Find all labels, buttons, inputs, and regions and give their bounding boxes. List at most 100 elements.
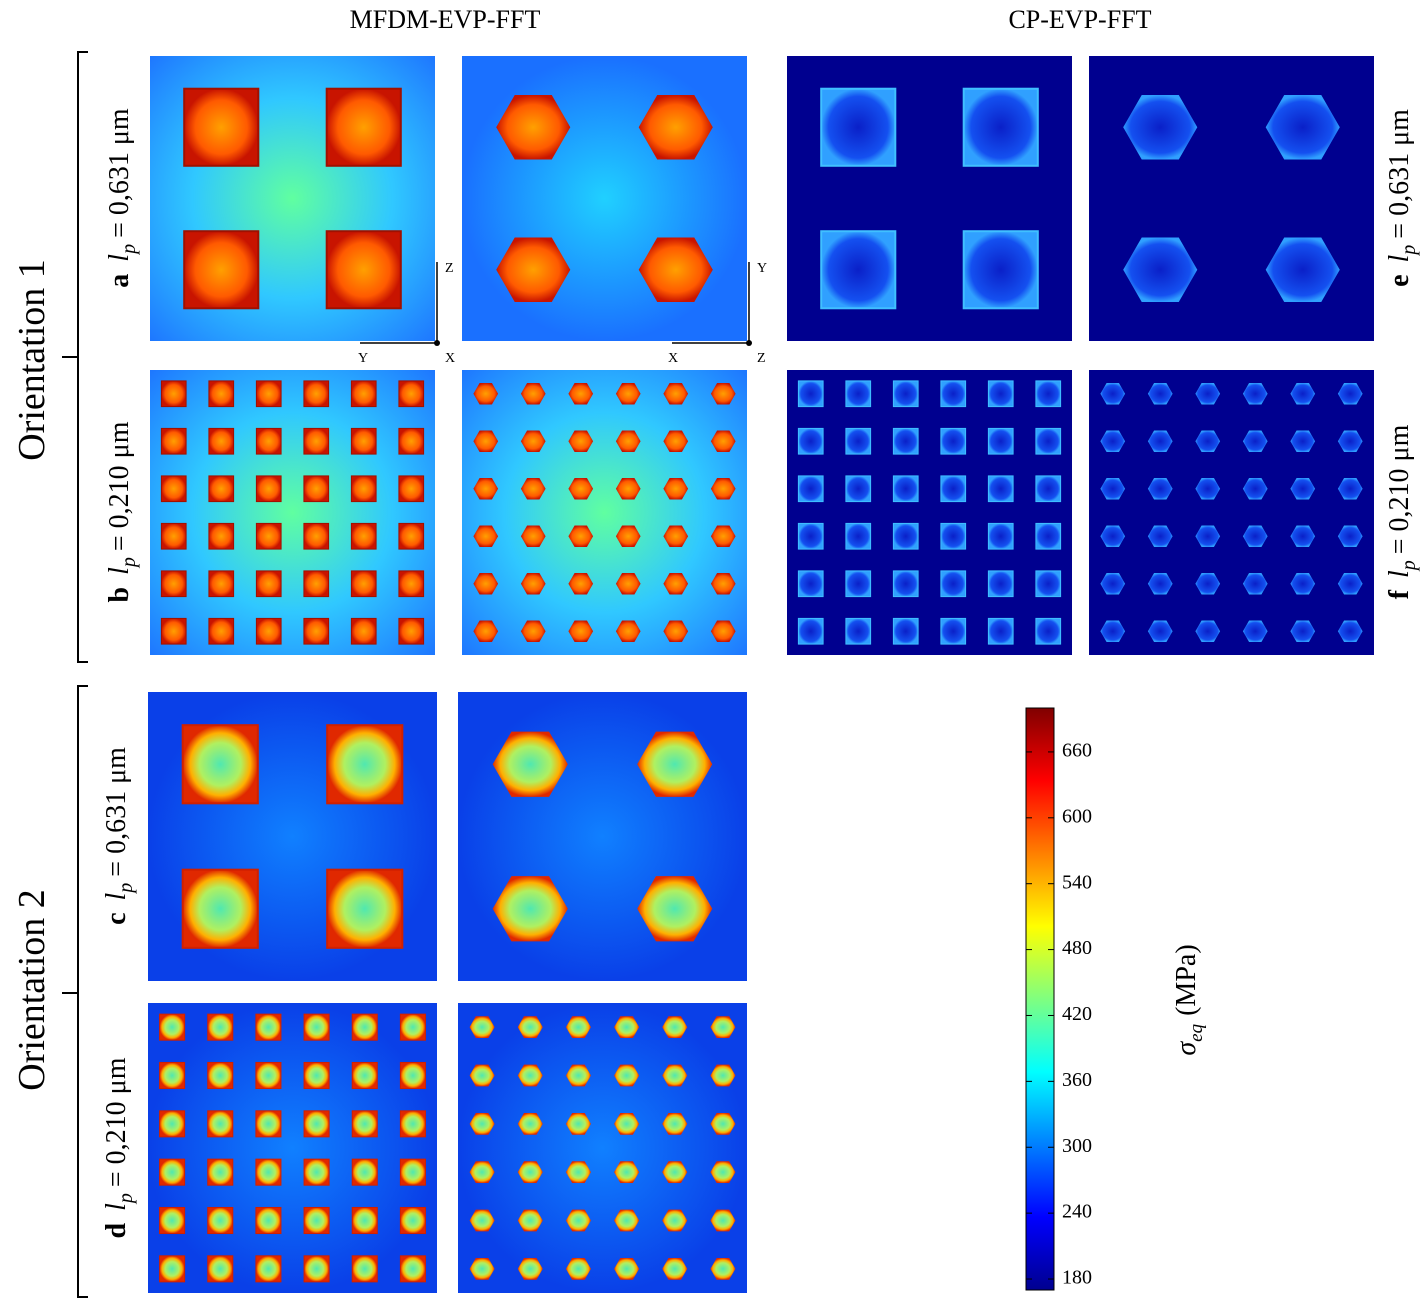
inclusion bbox=[303, 1110, 330, 1138]
tick-label: 480 bbox=[1062, 937, 1092, 959]
inclusion bbox=[1147, 573, 1173, 595]
inclusion bbox=[208, 522, 235, 550]
panel-letter: a bbox=[104, 274, 135, 288]
inclusion bbox=[255, 522, 282, 550]
inclusion bbox=[1337, 620, 1363, 642]
inclusion bbox=[1035, 475, 1062, 503]
inclusion bbox=[1195, 573, 1221, 595]
inclusion bbox=[520, 525, 546, 547]
inclusion bbox=[207, 1255, 234, 1283]
inclusion bbox=[568, 620, 594, 642]
inclusion bbox=[473, 525, 499, 547]
map-background bbox=[458, 692, 747, 981]
inclusion bbox=[496, 237, 571, 302]
stress-map bbox=[462, 370, 747, 655]
inclusion bbox=[350, 380, 377, 408]
inclusion bbox=[350, 617, 377, 645]
inclusion bbox=[565, 1257, 591, 1280]
inclusion bbox=[568, 383, 594, 405]
inclusion bbox=[565, 1112, 591, 1135]
inclusion bbox=[399, 1061, 426, 1090]
inclusion bbox=[1337, 573, 1363, 595]
inclusion bbox=[469, 1209, 495, 1232]
inclusion bbox=[614, 1209, 640, 1232]
inclusion bbox=[940, 570, 967, 598]
inclusion bbox=[892, 427, 919, 455]
inclusion bbox=[303, 1061, 330, 1090]
inclusion bbox=[399, 1158, 426, 1186]
symbol: l bbox=[101, 892, 132, 900]
column-title: CP-EVP-FFT bbox=[1008, 5, 1151, 34]
inclusion bbox=[351, 1110, 378, 1138]
row-label: d lp = 0,210 μm bbox=[101, 1057, 137, 1238]
map-background bbox=[787, 370, 1072, 655]
inclusion bbox=[303, 1158, 330, 1186]
inclusion bbox=[1035, 570, 1062, 598]
inclusion bbox=[845, 617, 872, 645]
inclusion bbox=[517, 1257, 543, 1280]
inclusion bbox=[303, 617, 330, 645]
inclusion bbox=[797, 427, 824, 455]
inclusion bbox=[1337, 525, 1363, 547]
inclusion bbox=[207, 1061, 234, 1090]
axis-label: Z bbox=[445, 261, 454, 276]
inclusion bbox=[159, 1255, 186, 1283]
inclusion bbox=[845, 380, 872, 408]
inclusion bbox=[710, 1257, 736, 1280]
inclusion bbox=[1242, 478, 1268, 500]
inclusion bbox=[473, 430, 499, 452]
symbol: l bbox=[1384, 570, 1415, 578]
subscript: p bbox=[118, 557, 140, 569]
inclusion bbox=[987, 380, 1014, 408]
inclusion bbox=[492, 731, 568, 797]
stress-map bbox=[787, 370, 1072, 655]
inclusion bbox=[710, 573, 736, 595]
inclusion bbox=[797, 570, 824, 598]
symbol: σ bbox=[1171, 1041, 1202, 1056]
equation: = 0,210 μm bbox=[1384, 424, 1415, 554]
stress-map bbox=[1089, 370, 1374, 655]
inclusion bbox=[1290, 430, 1316, 452]
inclusion bbox=[797, 475, 824, 503]
subscript: p bbox=[115, 1193, 137, 1205]
inclusion bbox=[160, 380, 187, 408]
tick-label: 600 bbox=[1062, 805, 1092, 827]
stress-map bbox=[458, 1003, 747, 1293]
unit: (MPa) bbox=[1171, 944, 1202, 1016]
inclusion bbox=[615, 383, 641, 405]
inclusion bbox=[350, 475, 377, 503]
inclusion bbox=[351, 1158, 378, 1186]
inclusion bbox=[662, 1209, 688, 1232]
inclusion bbox=[517, 1064, 543, 1087]
inclusion bbox=[663, 478, 689, 500]
inclusion bbox=[517, 1112, 543, 1135]
inclusion bbox=[159, 1158, 186, 1186]
inclusion bbox=[940, 380, 967, 408]
inclusion bbox=[208, 475, 235, 503]
inclusion bbox=[398, 380, 425, 408]
inclusion bbox=[710, 1064, 736, 1087]
inclusion bbox=[568, 573, 594, 595]
inclusion bbox=[520, 383, 546, 405]
inclusion bbox=[892, 617, 919, 645]
inclusion bbox=[351, 1061, 378, 1090]
inclusion bbox=[1100, 430, 1126, 452]
inclusion bbox=[663, 383, 689, 405]
inclusion bbox=[845, 570, 872, 598]
tick-label: 360 bbox=[1062, 1069, 1092, 1091]
inclusion bbox=[662, 1112, 688, 1135]
inclusion bbox=[160, 475, 187, 503]
inclusion bbox=[255, 1255, 282, 1283]
inclusion bbox=[614, 1112, 640, 1135]
axis-origin bbox=[434, 340, 440, 346]
subscript: eq bbox=[1186, 1023, 1207, 1041]
inclusion bbox=[326, 868, 404, 949]
inclusion bbox=[517, 1161, 543, 1184]
inclusion bbox=[325, 230, 402, 310]
inclusion bbox=[940, 427, 967, 455]
inclusion bbox=[1100, 478, 1126, 500]
inclusion bbox=[797, 522, 824, 550]
row-label: e lp = 0,631 μm bbox=[1384, 109, 1420, 287]
inclusion bbox=[892, 570, 919, 598]
stress-map bbox=[462, 56, 747, 341]
